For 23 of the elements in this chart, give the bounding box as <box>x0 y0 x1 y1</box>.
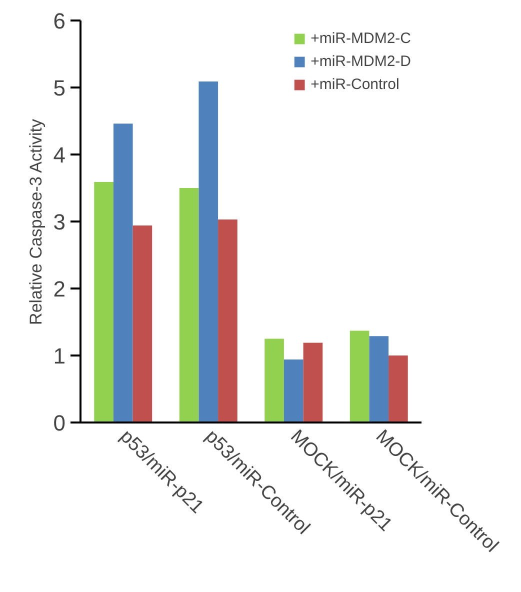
bar <box>113 124 133 422</box>
bar <box>388 356 408 422</box>
y-tick-label: 5 <box>53 76 66 100</box>
bar <box>94 182 114 422</box>
y-tick-label: 0 <box>53 410 66 436</box>
legend-label: +miR-MDM2-D <box>310 53 411 70</box>
bar <box>369 336 389 422</box>
y-tick-label: 4 <box>53 142 66 168</box>
bar <box>198 81 218 422</box>
legend-label: +miR-Control <box>310 76 400 93</box>
bar <box>218 219 238 422</box>
bar <box>179 188 199 422</box>
bar <box>303 342 323 422</box>
y-tick-label: 2 <box>53 276 66 302</box>
y-tick-label: 6 <box>53 8 66 34</box>
y-axis-title: Relative Caspase-3 Activity <box>26 118 46 325</box>
bar <box>284 360 304 422</box>
y-tick-label: 1 <box>53 344 66 368</box>
bar <box>350 330 370 422</box>
y-tick-label: 3 <box>53 210 66 234</box>
bar <box>132 226 152 422</box>
bar <box>264 338 284 422</box>
legend-label: +miR-MDM2-C <box>310 30 411 47</box>
